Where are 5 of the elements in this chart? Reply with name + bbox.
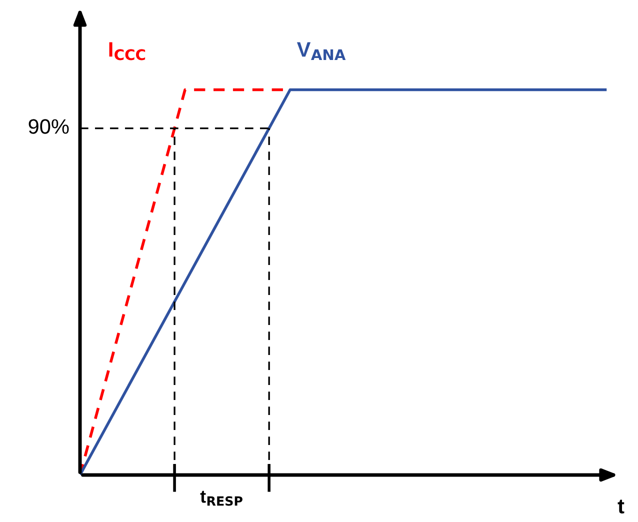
ref-line-label: 90% [28, 119, 69, 134]
series-label: V$_{ANA}$ [296, 42, 346, 60]
text: t$_{RESP}$ [200, 490, 242, 506]
x-axis-title: t [618, 500, 624, 514]
text: I$_{CCC}$ [109, 42, 146, 60]
